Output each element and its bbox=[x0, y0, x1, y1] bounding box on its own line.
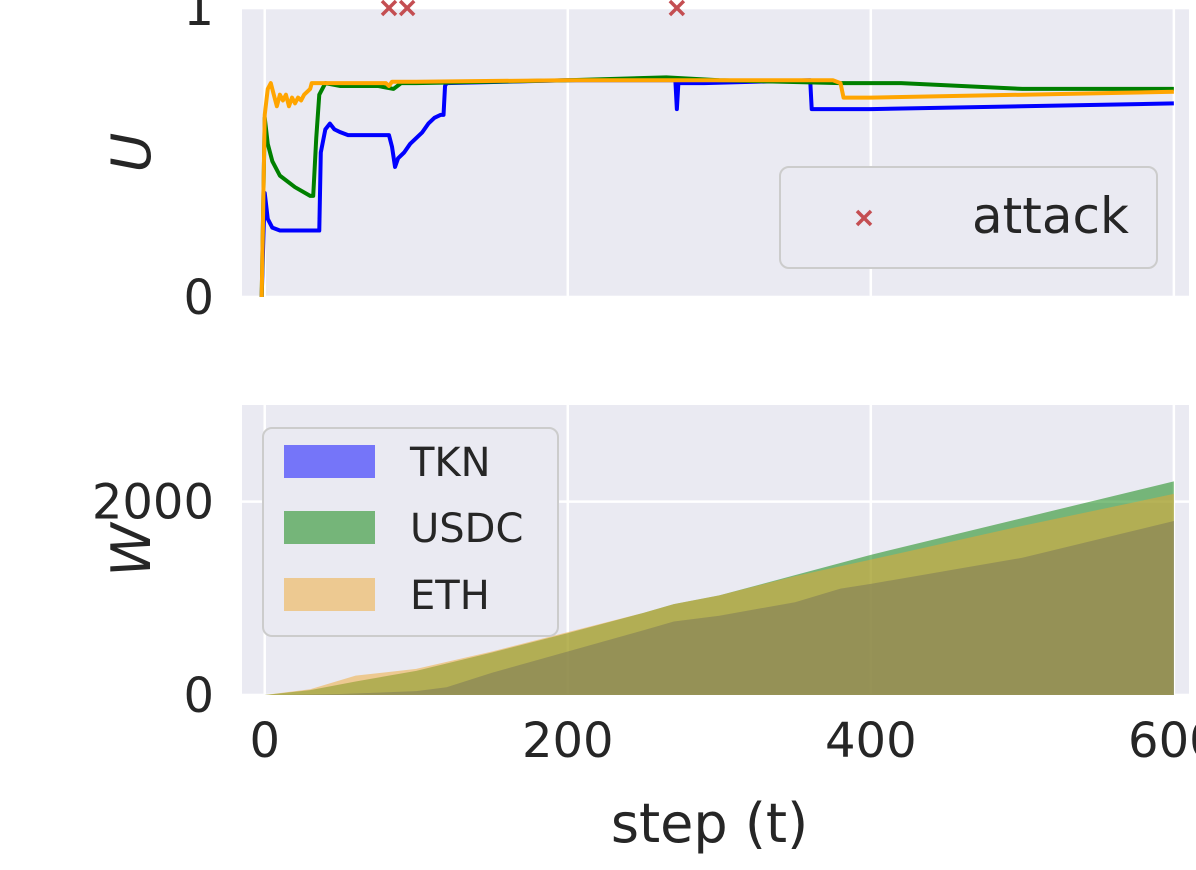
y-axis-label: W bbox=[100, 521, 163, 577]
legend-label-eth: ETH bbox=[410, 573, 490, 619]
y-tick-label: 0 bbox=[183, 668, 214, 724]
legend-box bbox=[779, 166, 1158, 269]
attack-marker-stroke bbox=[398, 0, 416, 17]
legend-wealth: TKN USDC ETH bbox=[262, 427, 559, 637]
line-series-0 bbox=[259, 78, 1174, 297]
legend-attack-marker bbox=[855, 209, 873, 227]
x-tick-label: 400 bbox=[825, 713, 917, 769]
u-panel: 0 1 U bbox=[100, 0, 1189, 326]
legend-swatch-eth bbox=[284, 578, 375, 611]
legend-attack: attack bbox=[779, 166, 1158, 269]
y-tick-label: 1 bbox=[183, 0, 214, 37]
legend-label-usdc: USDC bbox=[410, 506, 523, 552]
legend-label-tkn: TKN bbox=[409, 440, 491, 486]
legend-swatch-usdc bbox=[284, 511, 375, 544]
y-tick-label: 0 bbox=[183, 270, 214, 326]
attack-marker-stroke bbox=[380, 0, 398, 17]
area-eth bbox=[264, 493, 1174, 695]
x-axis-label: step (t) bbox=[611, 792, 808, 855]
x-tick-label: 200 bbox=[522, 713, 614, 769]
legend-attack-label: attack bbox=[972, 187, 1129, 245]
y-axis-label: U bbox=[100, 133, 163, 173]
attack-marker-stroke bbox=[668, 0, 686, 17]
attack-marker bbox=[668, 0, 686, 17]
legend-swatch-tkn bbox=[284, 445, 375, 478]
x-tick-label: 600 bbox=[1128, 713, 1196, 769]
attack-marker bbox=[380, 0, 398, 17]
x-tick-label: 0 bbox=[249, 713, 280, 769]
attack-marker bbox=[398, 0, 416, 17]
line-series-2 bbox=[259, 78, 1174, 297]
y-tick-label: 2000 bbox=[92, 475, 214, 531]
